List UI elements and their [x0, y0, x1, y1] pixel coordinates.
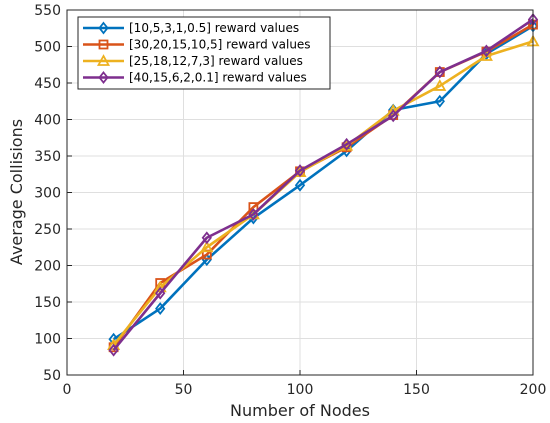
legend-label: [25,18,12,7,3] reward values: [129, 54, 303, 68]
legend-swatch-marker: [98, 71, 109, 84]
y-tick-label: 150: [34, 295, 61, 311]
legend-item: [40,15,6,2,0.1] reward values: [83, 71, 307, 85]
y-tick-label: 550: [34, 3, 61, 19]
series-1-point: [434, 94, 445, 108]
legend-item: [30,20,15,10,5] reward values: [83, 38, 311, 52]
y-tick-label: 100: [34, 332, 61, 348]
y-axis-label: Average Collisions: [7, 119, 26, 265]
x-tick-label: 100: [287, 382, 314, 398]
series-4-point: [155, 286, 166, 300]
y-tick-label: 250: [34, 222, 61, 238]
y-tick-label: 400: [34, 113, 61, 129]
x-tick-label: 0: [63, 382, 72, 398]
x-axis-label: Number of Nodes: [230, 401, 370, 420]
series-4-point: [481, 44, 492, 58]
series-4-point: [434, 65, 445, 79]
y-tick-label: 50: [43, 368, 61, 384]
y-tick-label: 450: [34, 76, 61, 92]
series-4: [108, 13, 539, 357]
x-tick-label: 50: [175, 382, 193, 398]
series-1-point: [294, 178, 306, 192]
legend-swatch-marker: [98, 39, 109, 50]
legend-swatch-marker: [96, 54, 111, 66]
series-4-point: [108, 343, 119, 357]
legend-item: [10,5,3,1,0.5] reward values: [83, 21, 299, 35]
legend-label: [30,20,15,10,5] reward values: [129, 38, 311, 52]
series-4-point: [388, 109, 399, 123]
y-tick-label: 500: [34, 40, 61, 56]
series-4-point: [248, 207, 259, 221]
series-3-point: [200, 240, 214, 253]
series-4-point: [294, 164, 306, 178]
series-1-point: [155, 302, 166, 316]
series-4-point: [341, 137, 352, 151]
series-3-point: [433, 79, 447, 91]
y-tick-label: 200: [34, 259, 61, 275]
y-tick-label: 300: [34, 186, 61, 202]
legend-label: [10,5,3,1,0.5] reward values: [129, 21, 299, 35]
series-1-line: [112, 24, 534, 341]
series-3-point: [479, 49, 493, 61]
legend-label: [40,15,6,2,0.1] reward values: [129, 71, 307, 85]
legend-item: [25,18,12,7,3] reward values: [83, 54, 303, 68]
series-4-point: [201, 231, 212, 245]
series-4-line: [112, 18, 534, 352]
series-layer: [107, 13, 540, 357]
legend: [10,5,3,1,0.5] reward values [30,20,15,10…: [77, 16, 331, 90]
y-tick-label: 350: [34, 149, 61, 165]
legend-swatch-marker: [98, 21, 109, 35]
x-tick-label: 150: [403, 382, 430, 398]
x-tick-label: 200: [520, 382, 547, 398]
axis-ticks: 0 50 100 150 2005010015020025030035040045050…: [34, 3, 546, 398]
